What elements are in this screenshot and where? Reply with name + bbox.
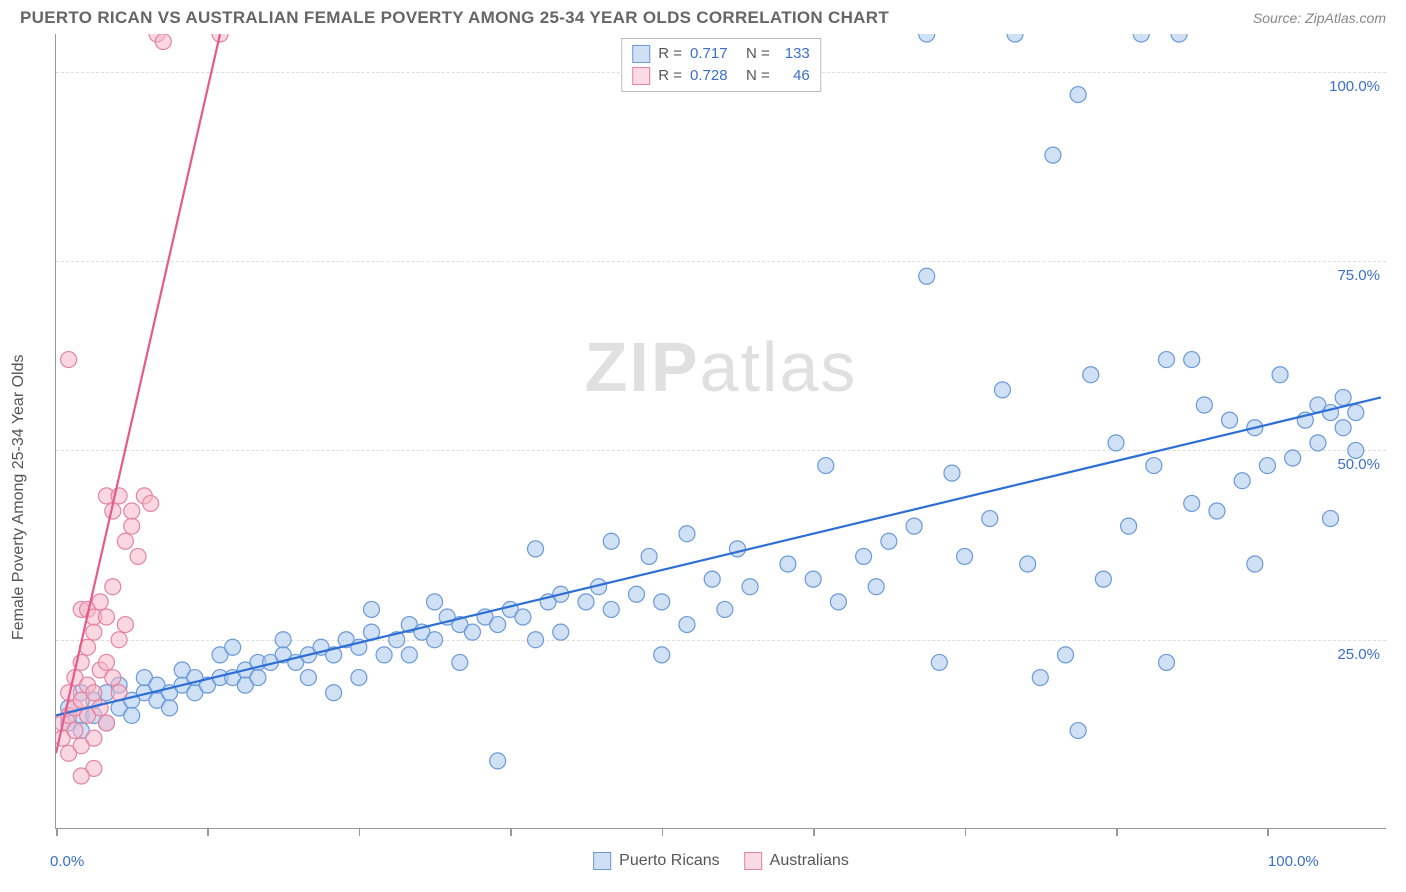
legend-row-series-0: R = 0.717 N = 133 [632, 43, 810, 65]
chart-title: PUERTO RICAN VS AUSTRALIAN FEMALE POVERT… [20, 8, 889, 28]
legend-item-1: Australians [744, 852, 849, 870]
swatch-series-0 [632, 45, 650, 63]
swatch-series-1 [632, 67, 650, 85]
series-legend: Puerto Ricans Australians [593, 852, 849, 870]
chart-header: PUERTO RICAN VS AUSTRALIAN FEMALE POVERT… [0, 0, 1406, 32]
chart-source: Source: ZipAtlas.com [1253, 10, 1386, 26]
correlation-legend: R = 0.717 N = 133 R = 0.728 N = 46 [621, 38, 821, 92]
x-tick-label: 100.0% [1268, 853, 1319, 870]
n-value-0: 133 [778, 43, 810, 65]
swatch-series-0-bottom [593, 852, 611, 870]
legend-row-series-1: R = 0.728 N = 46 [632, 65, 810, 87]
chart-plot-area: ZIPatlas 25.0%50.0%75.0%100.0% 0.0%100.0… [55, 34, 1386, 829]
legend-item-0: Puerto Ricans [593, 852, 720, 870]
y-axis-label: Female Poverty Among 25-34 Year Olds [10, 355, 28, 641]
x-tick-label: 0.0% [50, 853, 84, 870]
scatter-svg [56, 34, 1381, 829]
r-value-0: 0.717 [690, 43, 738, 65]
r-value-1: 0.728 [690, 65, 738, 87]
n-value-1: 46 [778, 65, 810, 87]
swatch-series-1-bottom [744, 852, 762, 870]
